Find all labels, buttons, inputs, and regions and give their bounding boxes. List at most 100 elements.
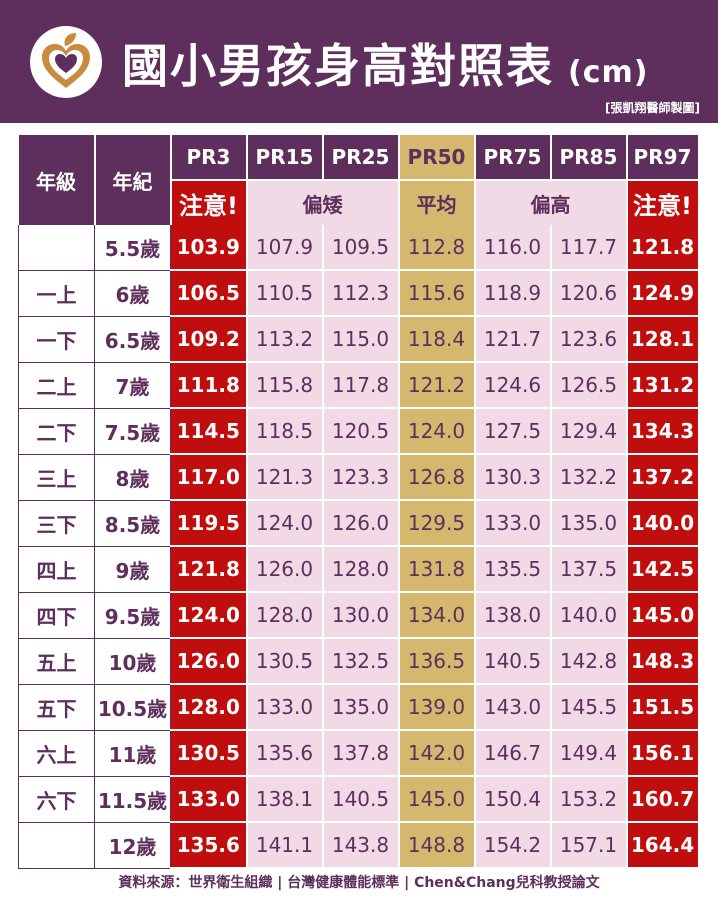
height-value-cell: 133.0	[246, 684, 324, 731]
height-value-cell: 151.5	[626, 684, 700, 731]
age-cell: 5.5歲	[94, 225, 171, 271]
height-value-cell: 143.8	[322, 822, 400, 869]
table-row: 三下 8.5歲 119.5 124.0 126.0 129.5 133.0 135.0 140.…	[18, 500, 700, 547]
author-credit: [張凱翔醫師製圖]	[605, 101, 700, 115]
height-value-cell: 140.5	[322, 776, 400, 823]
height-value-cell: 126.0	[246, 546, 324, 593]
height-value-cell: 134.3	[626, 408, 700, 455]
age-cell: 8.5歲	[94, 500, 171, 547]
pr-header: PR50	[398, 135, 476, 180]
height-value-cell: 142.5	[626, 546, 700, 593]
height-value-cell: 150.4	[474, 776, 552, 823]
grade-cell: 五上	[18, 638, 95, 685]
height-value-cell: 112.8	[398, 225, 476, 271]
height-value-cell: 130.3	[474, 454, 552, 501]
height-value-cell: 123.6	[550, 316, 628, 363]
height-value-cell: 137.8	[322, 730, 400, 777]
height-value-cell: 124.6	[474, 362, 552, 409]
table-row: 二下 7.5歲 114.5 118.5 120.5 124.0 127.5 129.4 134.…	[18, 408, 700, 455]
category-tall: 偏高	[474, 179, 628, 225]
category-header-row: 注意! 偏矮 平均 偏高 注意!	[19, 179, 700, 225]
height-value-cell: 133.0	[474, 500, 552, 547]
height-value-cell: 149.4	[550, 730, 628, 777]
height-value-cell: 115.6	[398, 270, 476, 317]
height-value-cell: 126.8	[398, 454, 476, 501]
grade-cell: 四上	[18, 546, 95, 593]
grade-cell: 二下	[18, 408, 95, 455]
height-value-cell: 140.0	[626, 500, 700, 547]
height-value-cell: 106.5	[170, 270, 248, 317]
pr-header: PR75	[474, 135, 552, 180]
height-value-cell: 132.2	[550, 454, 628, 501]
table-row: 四下 9.5歲 124.0 128.0 130.0 134.0 138.0 140.0 145.…	[18, 592, 700, 639]
age-cell: 6歲	[94, 270, 171, 317]
height-value-cell: 135.5	[474, 546, 552, 593]
age-cell: 9歲	[94, 546, 171, 593]
age-cell: 9.5歲	[94, 592, 171, 639]
height-value-cell: 164.4	[626, 822, 700, 869]
height-value-cell: 124.0	[246, 500, 324, 547]
height-value-cell: 120.6	[550, 270, 628, 317]
age-cell: 11歲	[94, 730, 171, 777]
table-row: 三上 8歲 117.0 121.3 123.3 126.8 130.3 132.2 137.2	[18, 454, 700, 501]
grade-cell: 一上	[18, 270, 95, 317]
table-row: 12歲 135.6 141.1 143.8 148.8 154.2 157.1 164.4	[18, 822, 700, 869]
pr-header: PR97	[626, 135, 700, 180]
grade-cell: 一下	[18, 316, 95, 363]
table-row: 五上 10歲 126.0 130.5 132.5 136.5 140.5 142.8 148.3	[18, 638, 700, 685]
height-value-cell: 130.0	[322, 592, 400, 639]
grade-cell: 三上	[18, 454, 95, 501]
height-value-cell: 118.5	[246, 408, 324, 455]
age-cell: 12歲	[94, 822, 171, 869]
height-value-cell: 117.0	[170, 454, 248, 501]
height-value-cell: 119.5	[170, 500, 248, 547]
table-row: 四上 9歲 121.8 126.0 128.0 131.8 135.5 137.5 142.5	[18, 546, 700, 593]
height-value-cell: 137.2	[626, 454, 700, 501]
height-value-cell: 107.9	[246, 225, 324, 271]
height-value-cell: 117.8	[322, 362, 400, 409]
height-value-cell: 123.3	[322, 454, 400, 501]
height-value-cell: 116.0	[474, 225, 552, 271]
grade-cell	[18, 225, 95, 271]
height-value-cell: 131.2	[626, 362, 700, 409]
height-value-cell: 140.5	[474, 638, 552, 685]
grade-cell: 二上	[18, 362, 95, 409]
category-short: 偏矮	[246, 179, 400, 225]
height-table: 年級 年紀 PR3 PR15 PR25 PR50 PR75 PR85 PR97 …	[18, 135, 700, 869]
height-value-cell: 128.0	[322, 546, 400, 593]
height-value-cell: 130.5	[170, 730, 248, 777]
age-cell: 8歲	[94, 454, 171, 501]
height-value-cell: 124.0	[398, 408, 476, 455]
category-average: 平均	[398, 179, 476, 225]
height-value-cell: 128.0	[246, 592, 324, 639]
height-value-cell: 145.5	[550, 684, 628, 731]
height-value-cell: 143.0	[474, 684, 552, 731]
height-value-cell: 112.3	[322, 270, 400, 317]
header-banner: 國小男孩身高對照表 (cm) [張凱翔醫師製圖]	[0, 0, 718, 123]
height-value-cell: 110.5	[246, 270, 324, 317]
height-value-cell: 156.1	[626, 730, 700, 777]
grade-cell: 六上	[18, 730, 95, 777]
pr-header: PR3	[170, 135, 248, 180]
unit-label: (cm)	[568, 55, 649, 90]
height-value-cell: 117.7	[550, 225, 628, 271]
height-value-cell: 145.0	[398, 776, 476, 823]
height-value-cell: 138.0	[474, 592, 552, 639]
height-value-cell: 141.1	[246, 822, 324, 869]
pr-header: PR25	[322, 135, 400, 180]
heart-leaf-icon	[42, 33, 90, 88]
height-value-cell: 115.0	[322, 316, 400, 363]
percentile-header-row: 年級 年紀 PR3 PR15 PR25 PR50 PR75 PR85 PR97	[18, 135, 700, 225]
height-value-cell: 153.2	[550, 776, 628, 823]
grade-header: 年級	[18, 135, 96, 225]
category-warn-high: 注意!	[626, 179, 700, 225]
height-value-cell: 135.0	[550, 500, 628, 547]
height-value-cell: 115.8	[246, 362, 324, 409]
height-value-cell: 111.8	[170, 362, 248, 409]
table-row: 五下 10.5歲 128.0 133.0 135.0 139.0 143.0 145.5 151…	[18, 684, 700, 731]
height-value-cell: 114.5	[170, 408, 248, 455]
height-value-cell: 129.5	[398, 500, 476, 547]
height-value-cell: 145.0	[626, 592, 700, 639]
height-value-cell: 124.0	[170, 592, 248, 639]
height-value-cell: 130.5	[246, 638, 324, 685]
